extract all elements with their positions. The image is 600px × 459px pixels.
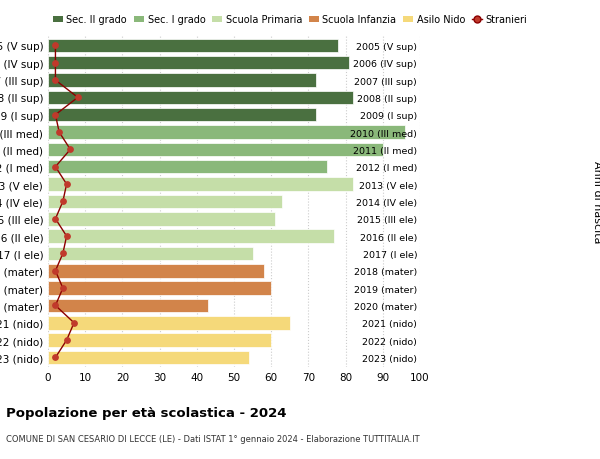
Point — [50, 112, 60, 119]
Point — [50, 77, 60, 84]
Bar — [48, 316, 290, 330]
Bar — [48, 143, 383, 157]
Bar — [48, 74, 316, 88]
Point — [69, 319, 79, 327]
Point — [50, 216, 60, 223]
Bar — [48, 282, 271, 295]
Point — [62, 233, 71, 240]
Point — [62, 181, 71, 188]
Bar — [48, 213, 275, 226]
Bar — [48, 39, 338, 53]
Bar — [48, 178, 353, 191]
Bar — [48, 247, 253, 261]
Bar — [48, 230, 334, 243]
Point — [55, 129, 64, 136]
Point — [58, 250, 68, 257]
Bar — [48, 126, 405, 140]
Point — [50, 302, 60, 309]
Point — [58, 285, 68, 292]
Bar — [48, 161, 327, 174]
Point — [50, 43, 60, 50]
Bar — [48, 334, 271, 347]
Text: COMUNE DI SAN CESARIO DI LECCE (LE) - Dati ISTAT 1° gennaio 2024 - Elaborazione : COMUNE DI SAN CESARIO DI LECCE (LE) - Da… — [6, 434, 419, 443]
Text: Anni di nascita: Anni di nascita — [592, 161, 600, 243]
Bar — [48, 299, 208, 313]
Point — [50, 164, 60, 171]
Bar — [48, 351, 249, 364]
Text: Popolazione per età scolastica - 2024: Popolazione per età scolastica - 2024 — [6, 406, 287, 419]
Point — [50, 60, 60, 67]
Point — [65, 146, 75, 154]
Bar — [48, 109, 316, 122]
Bar — [48, 195, 283, 209]
Point — [73, 95, 83, 102]
Point — [62, 337, 71, 344]
Legend: Sec. II grado, Sec. I grado, Scuola Primaria, Scuola Infanzia, Asilo Nido, Stran: Sec. II grado, Sec. I grado, Scuola Prim… — [53, 15, 527, 25]
Bar — [48, 91, 353, 105]
Bar — [48, 264, 264, 278]
Point — [58, 198, 68, 206]
Point — [50, 354, 60, 361]
Bar — [48, 57, 349, 70]
Point — [50, 268, 60, 275]
